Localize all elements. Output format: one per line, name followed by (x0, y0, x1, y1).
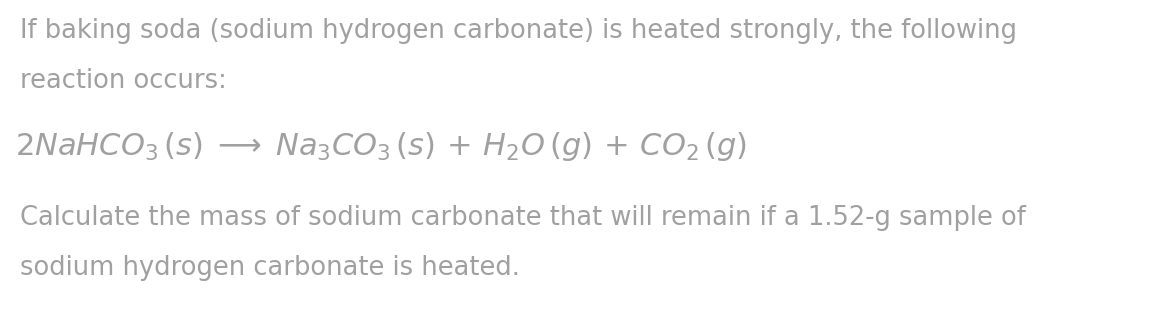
Text: Calculate the mass of sodium carbonate that will remain if a 1.52-g sample of: Calculate the mass of sodium carbonate t… (20, 205, 1026, 231)
Text: reaction occurs:: reaction occurs: (20, 68, 226, 94)
Text: $2NaHCO_3\,(s)\;\longrightarrow\;Na_3CO_3\,(s)\,+\,H_2O\,(g)\,+\,CO_2\,(g)$: $2NaHCO_3\,(s)\;\longrightarrow\;Na_3CO_… (15, 130, 747, 163)
Text: If baking soda (sodium hydrogen carbonate) is heated strongly, the following: If baking soda (sodium hydrogen carbonat… (20, 18, 1017, 44)
Text: sodium hydrogen carbonate is heated.: sodium hydrogen carbonate is heated. (20, 255, 519, 281)
